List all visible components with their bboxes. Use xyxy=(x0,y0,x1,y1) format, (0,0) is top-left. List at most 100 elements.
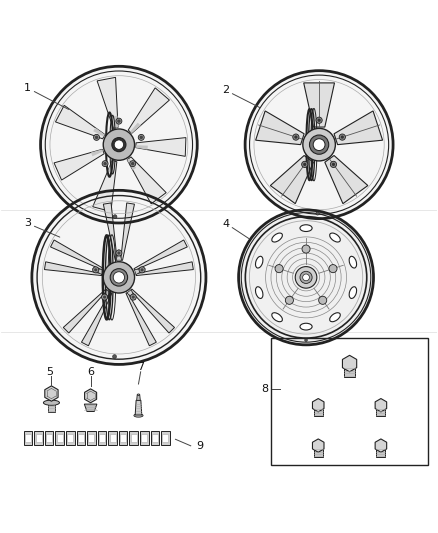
Bar xyxy=(45,431,53,445)
Circle shape xyxy=(285,296,293,304)
Ellipse shape xyxy=(255,287,263,298)
Polygon shape xyxy=(270,156,313,204)
Circle shape xyxy=(303,274,309,281)
Circle shape xyxy=(116,118,122,124)
Polygon shape xyxy=(134,240,187,270)
Polygon shape xyxy=(102,290,111,300)
Circle shape xyxy=(113,215,117,219)
Polygon shape xyxy=(92,269,103,274)
Ellipse shape xyxy=(330,313,340,322)
Circle shape xyxy=(302,161,308,167)
Circle shape xyxy=(94,268,97,271)
Circle shape xyxy=(93,267,99,273)
Ellipse shape xyxy=(272,233,283,242)
Bar xyxy=(87,431,96,445)
Text: 8: 8 xyxy=(261,384,268,394)
Polygon shape xyxy=(56,106,105,139)
Polygon shape xyxy=(93,160,117,212)
Ellipse shape xyxy=(300,323,312,330)
Text: 3: 3 xyxy=(24,218,31,228)
Circle shape xyxy=(32,190,206,365)
Circle shape xyxy=(275,264,283,273)
Bar xyxy=(152,434,158,442)
Polygon shape xyxy=(116,249,122,260)
Ellipse shape xyxy=(272,313,283,322)
Polygon shape xyxy=(127,290,135,300)
Bar xyxy=(131,434,137,442)
Ellipse shape xyxy=(300,225,312,231)
Bar xyxy=(161,431,170,445)
Circle shape xyxy=(332,163,335,166)
Bar xyxy=(48,402,55,412)
Text: 1: 1 xyxy=(24,83,31,93)
Polygon shape xyxy=(63,289,107,333)
Circle shape xyxy=(103,129,134,160)
Circle shape xyxy=(305,339,307,342)
Bar xyxy=(140,431,148,445)
Circle shape xyxy=(294,135,297,139)
Circle shape xyxy=(116,250,122,256)
Polygon shape xyxy=(81,293,112,346)
Bar xyxy=(377,409,385,416)
Polygon shape xyxy=(136,262,193,276)
Polygon shape xyxy=(304,83,335,127)
Bar xyxy=(57,434,63,442)
Bar xyxy=(35,434,42,442)
Bar xyxy=(129,431,138,445)
Circle shape xyxy=(303,163,306,166)
Polygon shape xyxy=(127,158,136,170)
Circle shape xyxy=(245,71,393,219)
Circle shape xyxy=(293,134,299,140)
Polygon shape xyxy=(375,439,387,453)
Polygon shape xyxy=(312,439,324,453)
Circle shape xyxy=(303,128,336,161)
Text: 7: 7 xyxy=(137,362,144,373)
Bar xyxy=(162,434,168,442)
Ellipse shape xyxy=(330,233,340,242)
Circle shape xyxy=(117,252,120,255)
Circle shape xyxy=(141,268,144,271)
Bar xyxy=(99,434,105,442)
Circle shape xyxy=(102,160,108,167)
Polygon shape xyxy=(137,395,140,400)
Bar xyxy=(88,434,95,442)
Bar xyxy=(77,431,85,445)
Circle shape xyxy=(341,135,344,139)
Bar xyxy=(25,434,31,442)
Circle shape xyxy=(131,162,134,165)
Circle shape xyxy=(329,264,337,273)
Circle shape xyxy=(318,119,321,122)
Circle shape xyxy=(94,134,99,140)
Polygon shape xyxy=(136,138,186,156)
Circle shape xyxy=(140,136,143,139)
Polygon shape xyxy=(44,262,102,276)
Polygon shape xyxy=(54,149,104,180)
Circle shape xyxy=(139,267,145,273)
Text: 5: 5 xyxy=(46,367,53,377)
Circle shape xyxy=(113,354,117,359)
Text: 4: 4 xyxy=(222,219,229,229)
Bar xyxy=(55,431,64,445)
Circle shape xyxy=(339,134,346,140)
Bar xyxy=(344,368,355,377)
Polygon shape xyxy=(121,203,134,260)
Text: 6: 6 xyxy=(87,367,94,377)
Polygon shape xyxy=(93,128,105,136)
Polygon shape xyxy=(127,157,166,204)
Polygon shape xyxy=(375,399,387,412)
Bar xyxy=(120,434,126,442)
Circle shape xyxy=(117,119,120,123)
Polygon shape xyxy=(343,356,357,372)
Bar xyxy=(314,409,323,416)
Circle shape xyxy=(112,138,126,152)
Ellipse shape xyxy=(137,394,140,395)
Polygon shape xyxy=(312,399,324,412)
Circle shape xyxy=(132,295,135,298)
Polygon shape xyxy=(50,240,104,270)
Ellipse shape xyxy=(349,256,357,268)
Circle shape xyxy=(239,210,374,345)
Polygon shape xyxy=(334,111,382,144)
Circle shape xyxy=(41,66,197,223)
Circle shape xyxy=(110,269,127,286)
Circle shape xyxy=(316,117,322,123)
